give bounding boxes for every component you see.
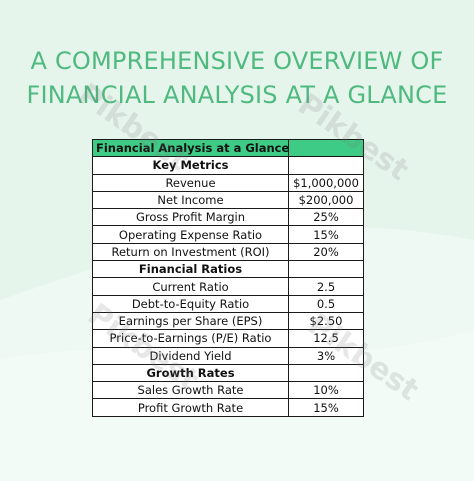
section-label[interactable]: Growth Rates [92, 363, 289, 383]
section-label[interactable]: Key Metrics [92, 156, 289, 175]
metric-label[interactable]: Price-to-Earnings (P/E) Ratio [92, 329, 289, 348]
metric-value[interactable]: $2.50 [288, 311, 364, 331]
section-value-blank[interactable] [288, 260, 364, 279]
table-row: Profit Growth Rate 15% [92, 398, 364, 417]
table-row: Price-to-Earnings (P/E) Ratio 12.5 [92, 329, 364, 348]
headline-line-1: A COMPREHENSIVE OVERVIEW OF [30, 47, 444, 75]
table-row: Gross Profit Margin 25% [92, 208, 364, 227]
table-row: Operating Expense Ratio 15% [92, 225, 364, 244]
table-header-blank[interactable] [288, 138, 364, 158]
metric-label[interactable]: Sales Growth Rate [92, 381, 289, 400]
metric-value[interactable]: 15% [288, 225, 364, 244]
table-section-row: Financial Ratios [92, 260, 364, 279]
table-row: Dividend Yield 3% [92, 346, 364, 365]
table-section-row: Key Metrics [92, 156, 364, 175]
table-row: Current Ratio 2.5 [92, 277, 364, 296]
metric-value[interactable]: 15% [288, 398, 364, 417]
section-value-blank[interactable] [288, 363, 364, 383]
table-header-row: Financial Analysis at a Glance [92, 138, 364, 158]
metric-value[interactable]: $200,000 [288, 190, 364, 210]
metric-label[interactable]: Earnings per Share (EPS) [92, 311, 289, 331]
table-row: Net Income $200,000 [92, 190, 364, 210]
metric-value[interactable]: 2.5 [288, 277, 364, 296]
metric-value[interactable]: $1,000,000 [288, 173, 364, 192]
metric-label[interactable]: Current Ratio [92, 277, 289, 296]
section-label[interactable]: Financial Ratios [92, 260, 289, 279]
headline-line-2: FINANCIAL ANALYSIS AT A GLANCE [26, 81, 448, 109]
metric-label[interactable]: Profit Growth Rate [92, 398, 289, 417]
metric-value[interactable]: 20% [288, 242, 364, 262]
table-row: Return on Investment (ROI) 20% [92, 242, 364, 262]
page-headline: A COMPREHENSIVE OVERVIEW OF FINANCIAL AN… [0, 44, 474, 112]
table-section-row: Growth Rates [92, 363, 364, 383]
metric-label[interactable]: Gross Profit Margin [92, 208, 289, 227]
metric-value[interactable]: 3% [288, 346, 364, 365]
table-row: Sales Growth Rate 10% [92, 381, 364, 400]
metric-label[interactable]: Debt-to-Equity Ratio [92, 294, 289, 313]
metric-label[interactable]: Return on Investment (ROI) [92, 242, 289, 262]
metric-label[interactable]: Revenue [92, 173, 289, 192]
metric-value[interactable]: 0.5 [288, 294, 364, 313]
section-value-blank[interactable] [288, 156, 364, 175]
metric-label[interactable]: Net Income [92, 190, 289, 210]
metric-value[interactable]: 25% [288, 208, 364, 227]
table-row: Revenue $1,000,000 [92, 173, 364, 192]
metric-value[interactable]: 12.5 [288, 329, 364, 348]
financial-table: Financial Analysis at a Glance Key Metri… [92, 138, 364, 417]
metric-value[interactable]: 10% [288, 381, 364, 400]
metric-label[interactable]: Dividend Yield [92, 346, 289, 365]
table-row: Debt-to-Equity Ratio 0.5 [92, 294, 364, 313]
table-row: Earnings per Share (EPS) $2.50 [92, 311, 364, 331]
table-title[interactable]: Financial Analysis at a Glance [92, 138, 289, 158]
metric-label[interactable]: Operating Expense Ratio [92, 225, 289, 244]
